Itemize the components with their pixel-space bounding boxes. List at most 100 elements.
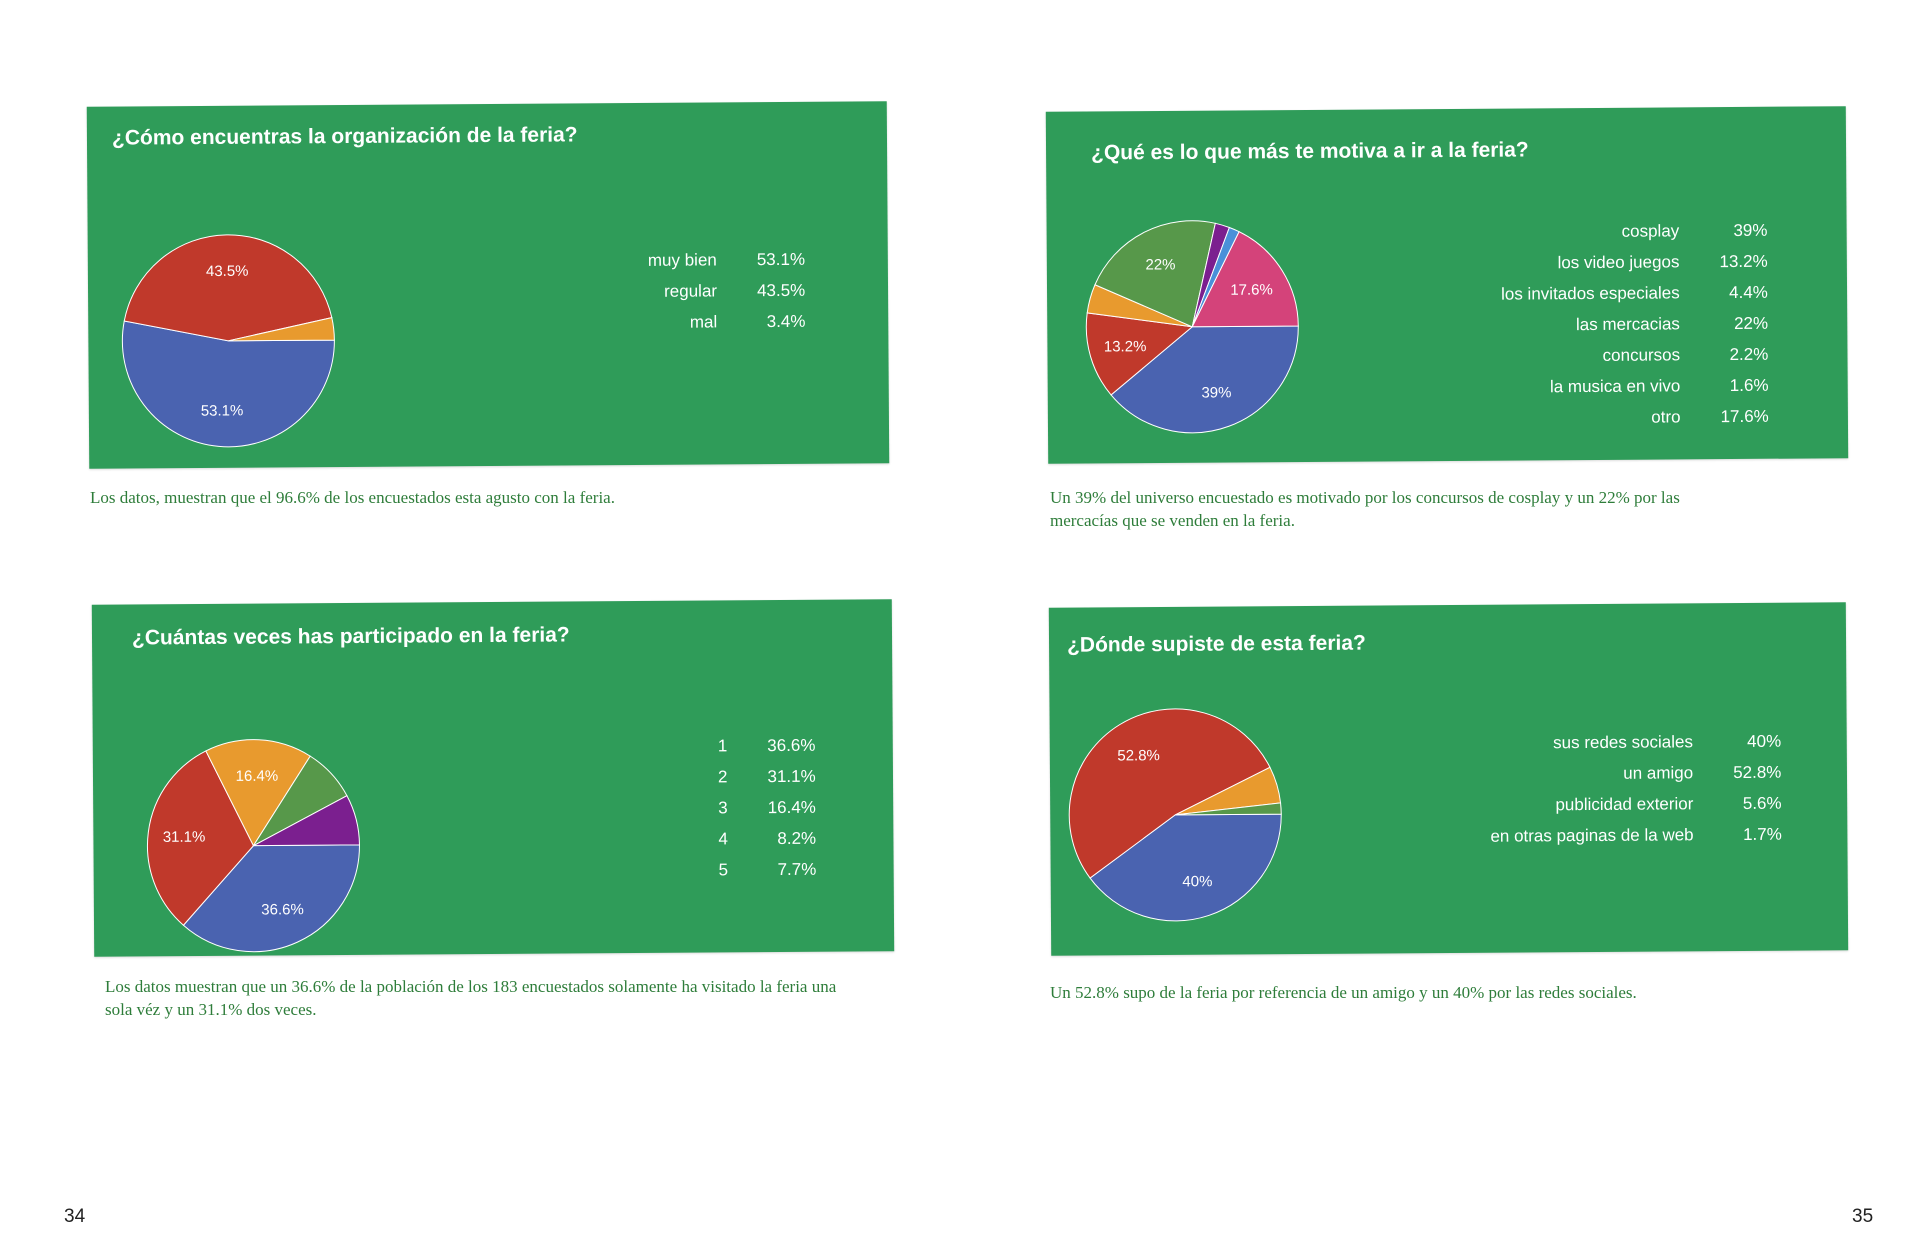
legend-row: cosplay 39% — [1501, 215, 1768, 248]
pie-slice-un-amigo — [1068, 708, 1271, 879]
legend-value: 8.2% — [777, 828, 817, 848]
page-number-left: 34 — [64, 1206, 86, 1227]
chart-title: ¿Qué es lo que más te motiva a ir a la f… — [1090, 138, 1529, 165]
legend-label: los video juegos — [1557, 251, 1680, 272]
slice-label: 16.4% — [236, 768, 279, 785]
chart-caption: Un 52.8% supo de la feria por referencia… — [1050, 983, 1637, 1002]
pie-slice-otro — [1191, 231, 1299, 328]
legend-label: 1 — [717, 735, 728, 755]
legend-value: 52.8% — [1733, 762, 1782, 782]
legend-label: otro — [1651, 406, 1681, 427]
chart-caption: Los datos muestran que un 36.6% de la po… — [105, 977, 837, 1019]
pie-slice-muy-bien — [121, 320, 335, 448]
chart-caption: Los datos, muestran que el 96.6% de los … — [90, 488, 615, 507]
legend-row: concursos 2.2% — [1501, 339, 1769, 372]
legend-label: 2 — [717, 766, 728, 786]
slice-label: 31.1% — [163, 829, 206, 846]
legend-label: la musica en vivo — [1549, 375, 1681, 396]
legend-value: 31.1% — [767, 766, 816, 786]
page-number-right: 35 — [1852, 1206, 1874, 1227]
chart-title: ¿Cuántas veces has participado en la fer… — [131, 623, 570, 650]
legend-row: un amigo 52.8% — [1490, 757, 1782, 790]
legend-value: 1.7% — [1742, 824, 1782, 844]
legend-row: 3 16.4% — [718, 792, 816, 824]
slice-label: 53.1% — [201, 402, 244, 419]
legend-row: 4 8.2% — [718, 823, 816, 855]
pie-chart: 39% 13.2% 22% 17.6% — [1085, 220, 1299, 434]
legend-row: en otras paginas de la web 1.7% — [1490, 819, 1782, 852]
chart-card-organization: ¿Cómo encuentras la organización de la f… — [86, 101, 890, 469]
legend-value: 7.7% — [777, 859, 817, 879]
slice-label: 52.8% — [1117, 747, 1160, 764]
legend-label: publicidad exterior — [1555, 793, 1694, 814]
slice-label: 39% — [1201, 384, 1231, 401]
legend-value: 5.6% — [1742, 793, 1782, 813]
legend-label: 3 — [718, 797, 728, 817]
legend-value: 39% — [1733, 220, 1768, 240]
legend-label: concursos — [1602, 344, 1681, 365]
legend-label: las mercacias — [1575, 313, 1680, 334]
pie-chart: 40% 52.8% — [1068, 708, 1282, 922]
pie-slice-1 — [182, 844, 360, 953]
pie-slice-mal — [228, 317, 335, 342]
slice-label: 13.2% — [1104, 338, 1147, 355]
legend-row: sus redes sociales 40% — [1490, 726, 1782, 759]
legend-label: 5 — [718, 859, 729, 879]
legend-row: los video juegos 13.2% — [1501, 246, 1768, 279]
legend-label: mal — [689, 311, 718, 332]
legend-value: 53.1% — [756, 249, 806, 269]
legend-value: 3.4% — [766, 311, 806, 331]
legend-label: muy bien — [647, 249, 717, 270]
chart-title: ¿Dónde supiste de esta feria? — [1066, 631, 1366, 657]
legend-label: sus redes sociales — [1553, 731, 1694, 752]
legend-value: 1.6% — [1729, 375, 1769, 395]
legend-label: regular — [664, 280, 718, 301]
legend-row: mal 3.4% — [648, 306, 806, 338]
chart-card-participation: ¿Cuántas veces has participado en la fer… — [91, 599, 895, 957]
chart-card-source: ¿Dónde supiste de esta feria? 40% 52.8% s… — [1048, 602, 1849, 956]
pie-slice-las-mercacias — [1094, 220, 1216, 328]
chart-legend: 1 36.6% 2 31.1% 3 16.4% 4 8.2% 5 7.7% — [718, 730, 817, 886]
slice-label: 17.6% — [1230, 281, 1273, 298]
legend-row: 1 36.6% — [718, 730, 816, 762]
chart-card-motivation: ¿Qué es lo que más te motiva a ir a la f… — [1045, 106, 1849, 464]
chart-legend: sus redes sociales 40% un amigo 52.8% public… — [1490, 726, 1782, 852]
legend-row: los invitados especiales 4.4% — [1501, 277, 1768, 310]
legend-value: 36.6% — [767, 735, 816, 755]
pie-slice-en-otras-paginas-de-la-web — [1175, 802, 1282, 816]
legend-row: muy bien 53.1% — [648, 244, 805, 276]
legend-row: otro 17.6% — [1502, 401, 1769, 434]
legend-value: 2.2% — [1729, 344, 1769, 364]
legend-value: 17.6% — [1720, 406, 1769, 426]
slice-label: 36.6% — [261, 901, 304, 918]
pie-slice-regular — [123, 234, 333, 342]
legend-value: 16.4% — [767, 797, 816, 817]
legend-label: 4 — [718, 828, 728, 848]
legend-label: los invitados especiales — [1500, 282, 1680, 304]
slice-label: 40% — [1182, 873, 1212, 890]
legend-label: en otras paginas de la web — [1490, 824, 1694, 846]
legend-row: 2 31.1% — [718, 761, 816, 793]
chart-caption: Un 39% del universo encuestado es motiva… — [1050, 488, 1680, 530]
pie-chart: 36.6% 31.1% 16.4% — [146, 739, 360, 953]
pie-slice-cosplay — [1110, 325, 1299, 434]
legend-row: regular 43.5% — [648, 275, 805, 307]
pie-slice-5 — [253, 795, 360, 847]
pie-slice-los-video-juegos — [1085, 312, 1194, 396]
legend-label: un amigo — [1623, 762, 1694, 783]
slice-label: 22% — [1145, 256, 1175, 273]
legend-row: las mercacias 22% — [1501, 308, 1768, 341]
legend-row: publicidad exterior 5.6% — [1490, 788, 1782, 821]
legend-value: 4.4% — [1729, 282, 1768, 302]
pie-slice-3 — [205, 739, 311, 847]
chart-legend: cosplay 39% los video juegos 13.2% los invit… — [1501, 215, 1769, 434]
legend-value: 13.2% — [1719, 251, 1768, 271]
legend-value: 22% — [1733, 313, 1769, 333]
pie-chart: 53.1% 43.5% — [121, 234, 335, 448]
legend-row: la musica en vivo 1.6% — [1502, 370, 1769, 403]
pie-slice-sus-redes-sociales — [1089, 813, 1282, 922]
legend-value: 43.5% — [756, 280, 806, 300]
legend-value: 40% — [1747, 731, 1782, 751]
slice-label: 43.5% — [206, 263, 249, 280]
legend-row: 5 7.7% — [719, 854, 817, 886]
